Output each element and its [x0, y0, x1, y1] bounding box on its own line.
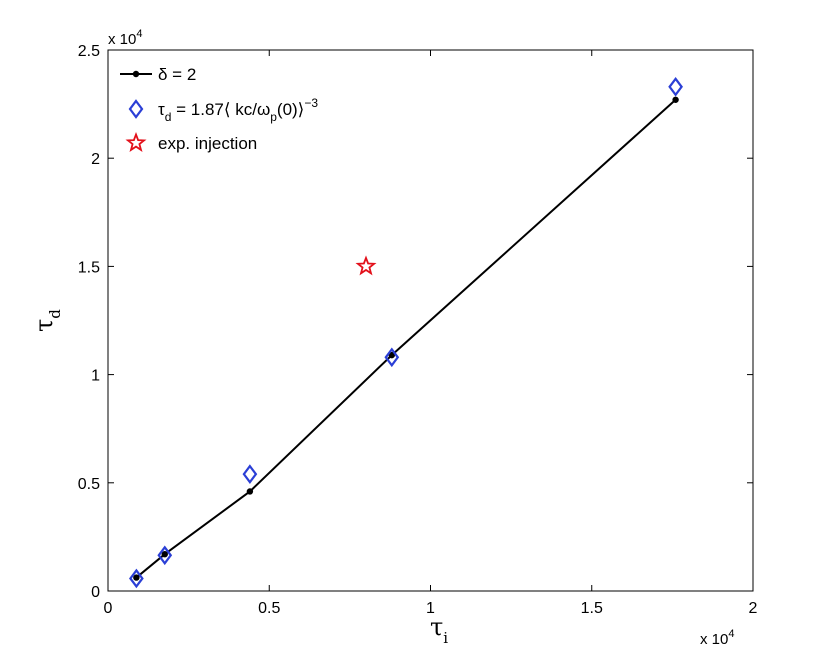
diamond-marker — [384, 347, 400, 368]
data-point — [246, 488, 254, 495]
data-point — [161, 551, 168, 558]
y-tick-label: 2.5 — [78, 43, 100, 60]
legend-label: exp. injection — [158, 134, 257, 153]
diamond-marker — [668, 76, 683, 97]
x-multiplier: x 104 — [700, 628, 734, 648]
x-axis-label: τi — [430, 613, 448, 647]
x-tick-label: 0 — [104, 600, 113, 617]
y-tick-label: 1 — [91, 368, 100, 385]
y-tick-label: 0.5 — [78, 476, 100, 493]
legend-star — [125, 131, 147, 152]
x-tick-label: 0.5 — [258, 600, 280, 617]
data-point — [133, 574, 140, 581]
data-point — [672, 96, 679, 103]
diamond-marker — [129, 568, 144, 589]
x-tick-label: 2 — [749, 600, 758, 617]
legend-label: δ = 2 — [158, 65, 196, 84]
star-marker — [355, 255, 377, 276]
x-tick-label: 1 — [426, 600, 435, 617]
legend: δ = 2 τd = 1.87⟨ kc/ωp(0)⟩−3 exp. injectio… — [120, 65, 318, 153]
diamond-marker — [157, 545, 173, 566]
ticks: 0 0.5 1 1.5 2 0 0.5 1 1.5 2 2.5 — [78, 43, 758, 617]
y-tick-label: 2 — [91, 151, 100, 168]
y-tick-label: 1.5 — [78, 259, 100, 276]
diamond-marker — [242, 464, 258, 484]
legend-diamond — [128, 99, 144, 119]
y-multiplier: x 104 — [108, 28, 142, 48]
legend-label: τd = 1.87⟨ kc/ωp(0)⟩−3 — [158, 96, 318, 124]
series-layer — [129, 76, 683, 589]
y-tick-label: 0 — [91, 584, 100, 601]
data-point — [388, 351, 395, 359]
legend-dot — [132, 70, 140, 78]
y-axis-label: τd — [30, 309, 64, 332]
x-tick-label: 1.5 — [581, 600, 603, 617]
